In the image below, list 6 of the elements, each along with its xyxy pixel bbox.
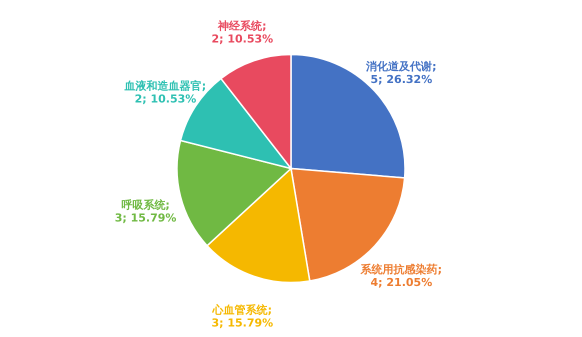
slice-label: 神经系统; 2; 10.53% (211, 20, 274, 46)
slice-label: 消化道及代谢; 5; 26.32% (365, 60, 437, 86)
slice-label: 心血管系统; 3; 15.79% (211, 303, 274, 330)
slice-label: 血液和造血器官; 2; 10.53% (124, 79, 206, 106)
slice-label: 系统用抗感染药; 4; 21.05% (360, 263, 442, 290)
slice-label: 呼吸系统; 3; 15.79% (114, 198, 176, 224)
